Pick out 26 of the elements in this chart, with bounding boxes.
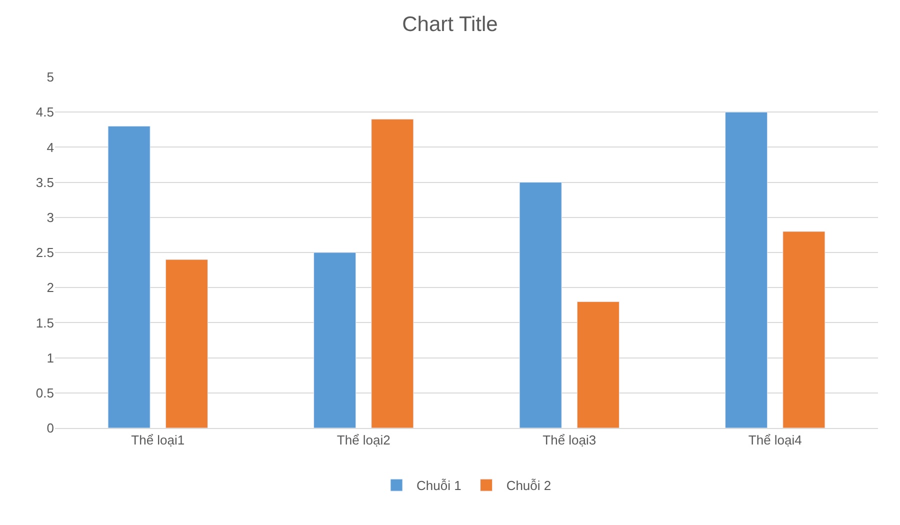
x-tick-label: Thể loại1 [131, 432, 185, 448]
legend-label: Chuỗi 2 [506, 478, 552, 494]
y-tick-label: 5 [46, 70, 54, 85]
y-tick-label: 3 [46, 210, 54, 225]
y-tick-label: 1 [46, 350, 54, 366]
chart-title: Chart Title [402, 12, 498, 36]
x-tick-label: Thể loại4 [748, 432, 802, 448]
y-tick-label: 2 [46, 280, 54, 296]
y-tick-label: 3.5 [36, 174, 54, 190]
bar [108, 126, 150, 428]
bar [782, 231, 826, 428]
bar [371, 118, 414, 428]
x-tick-label: Thể loại3 [542, 432, 596, 448]
x-tick-label: Thể loại2 [336, 432, 390, 448]
y-tick-label: 2.5 [36, 245, 54, 260]
y-tick-label: 0.5 [36, 385, 54, 400]
bar [165, 259, 208, 428]
bar [576, 301, 620, 428]
bar [725, 112, 768, 428]
y-tick-label: 4.5 [36, 104, 54, 120]
y-tick-label: 4 [46, 140, 54, 155]
legend-label: Chuỗi 1 [416, 478, 462, 494]
bar [519, 182, 562, 428]
bar [314, 252, 356, 428]
y-tick-label: 1.5 [36, 315, 54, 330]
y-tick-label: 0 [46, 420, 54, 436]
